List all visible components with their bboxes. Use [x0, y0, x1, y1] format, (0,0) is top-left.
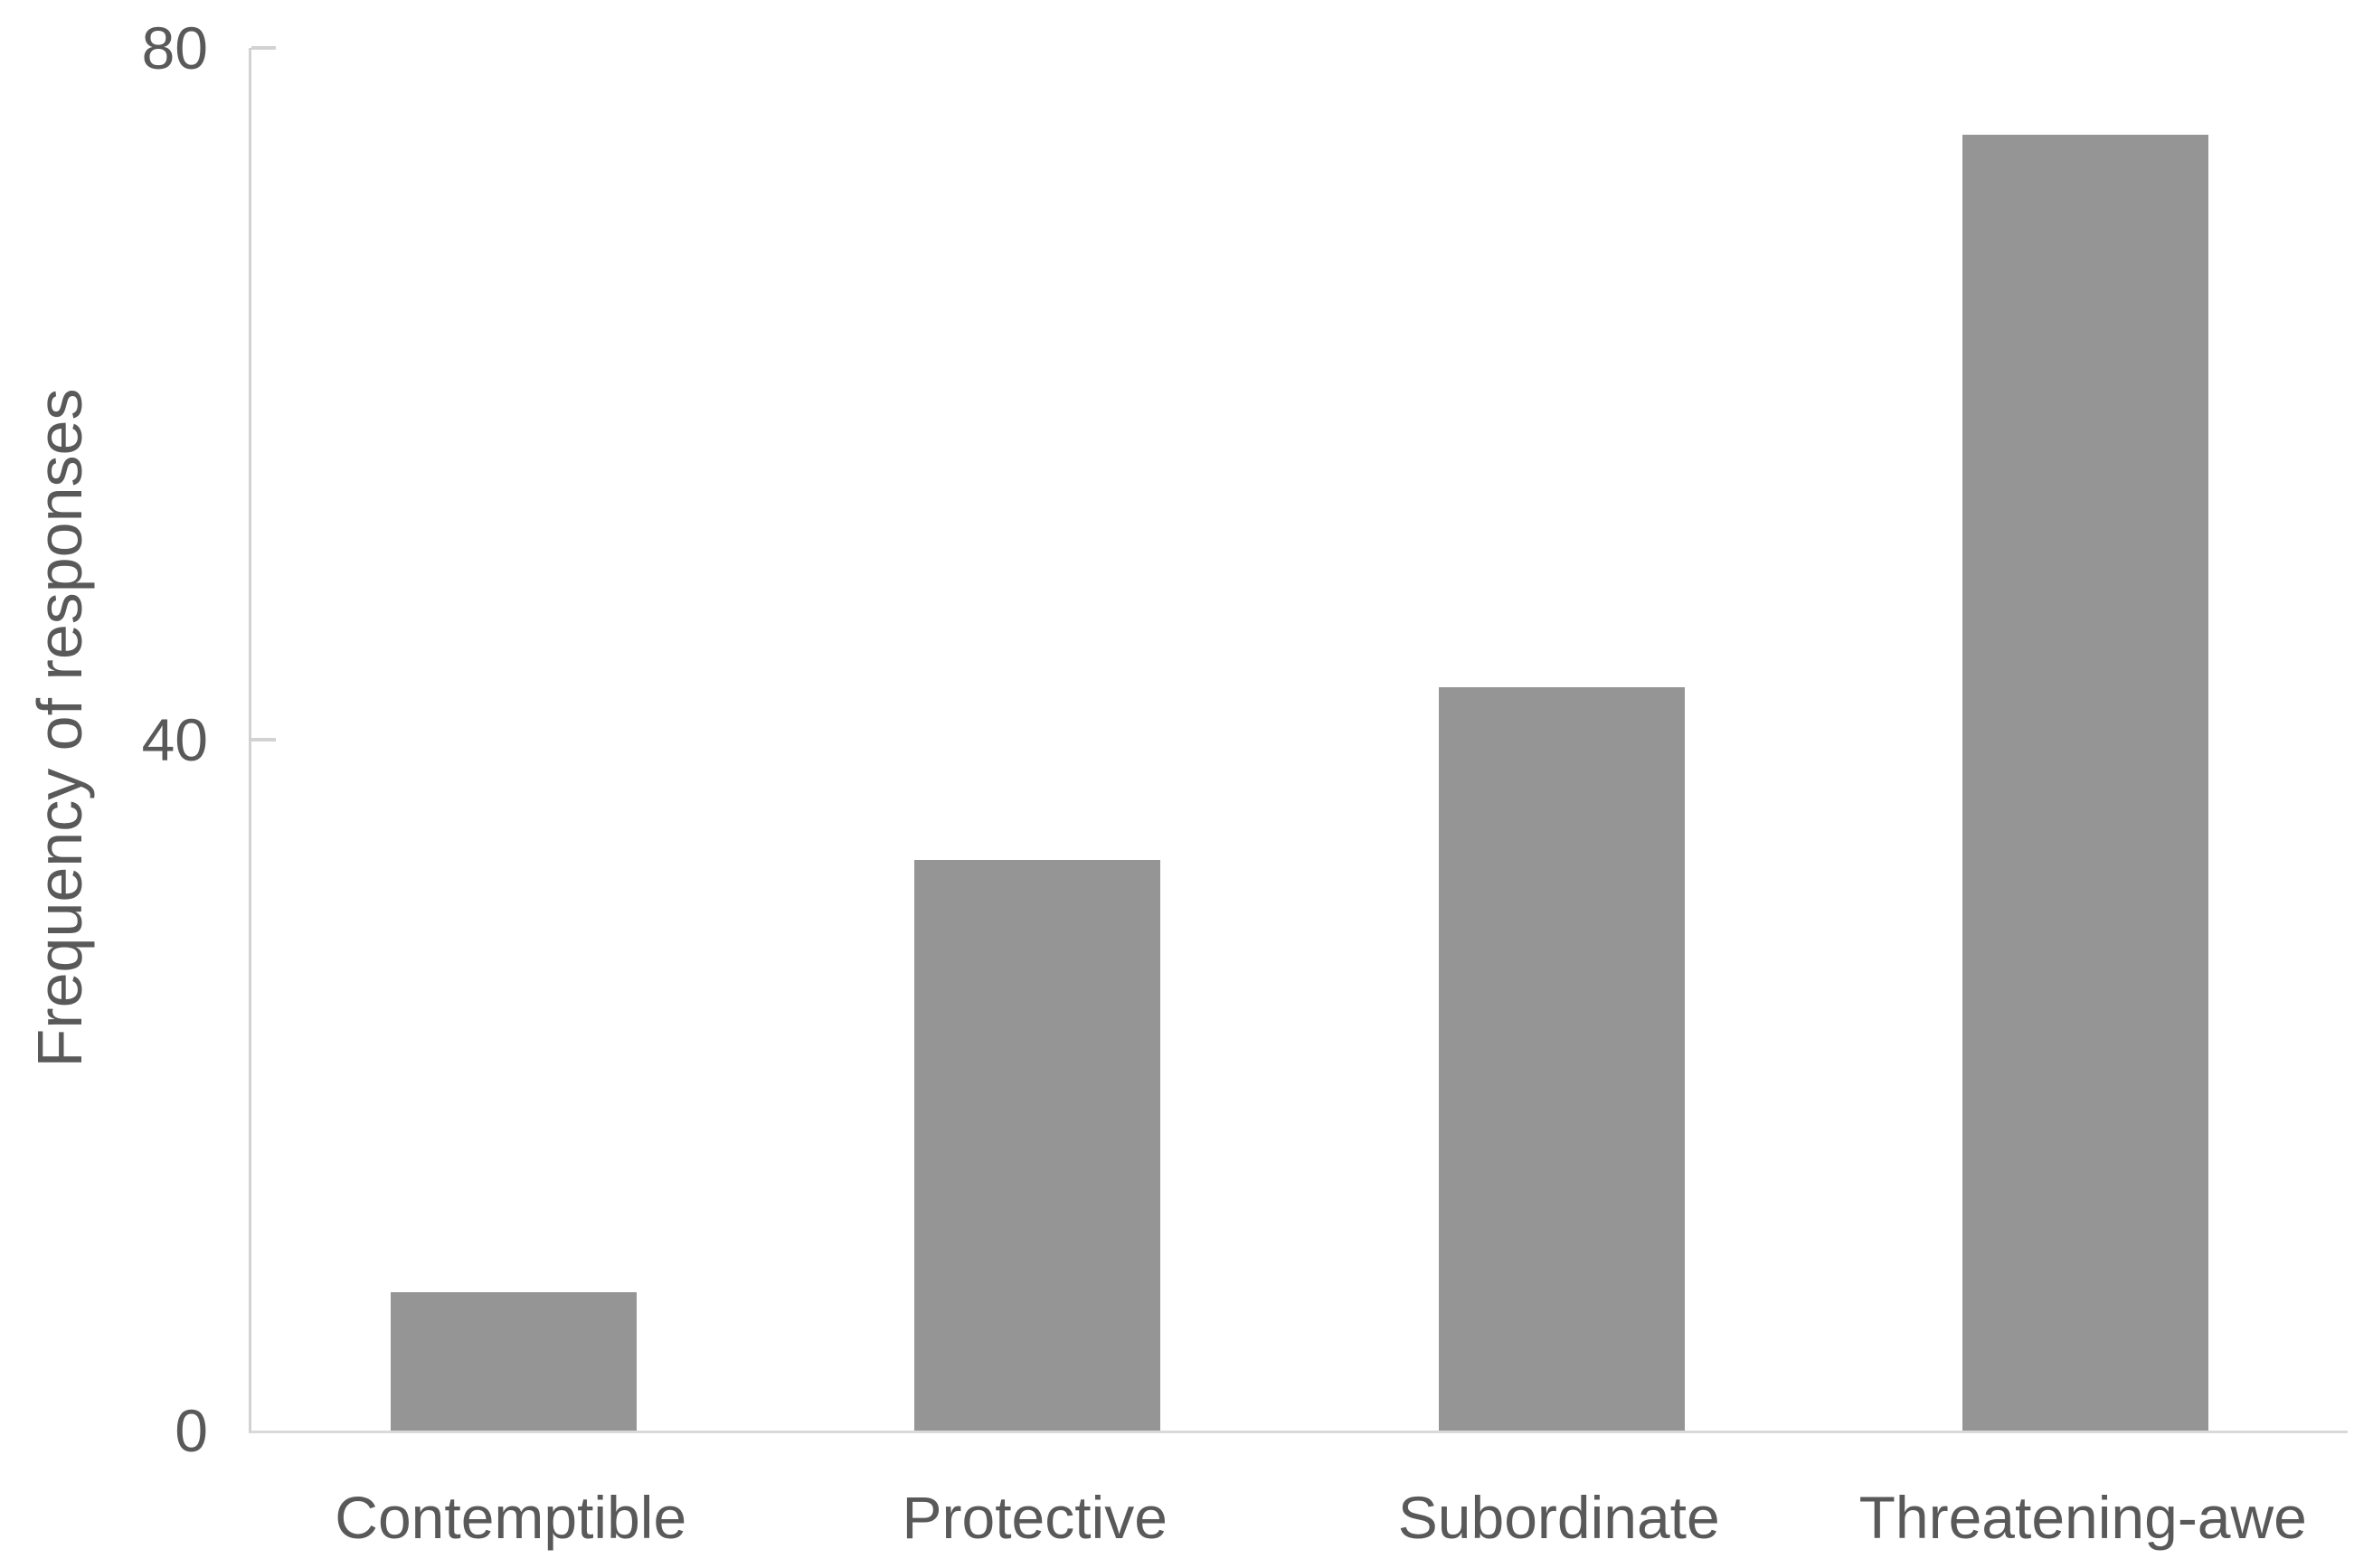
bar-protective — [914, 860, 1161, 1431]
bar-subordinate — [1438, 687, 1685, 1431]
y-axis-tick-labels: 0 40 80 — [0, 18, 208, 1460]
bars-row — [251, 48, 2348, 1431]
x-tick-label: Contemptible — [335, 1484, 687, 1551]
x-tick-label: Subordinate — [1397, 1484, 1720, 1551]
bar-slot — [1300, 48, 1824, 1431]
y-tick-mark — [251, 46, 276, 50]
bar-contemptible — [390, 1292, 637, 1431]
x-tick-label: Protective — [902, 1484, 1168, 1551]
x-axis-tick-labels: Contemptible Protective Subordinate Threate… — [249, 1483, 2345, 1552]
bar-slot — [776, 48, 1300, 1431]
plot-area — [249, 46, 2348, 1433]
bar-threatening-awe — [1962, 134, 2209, 1431]
y-tick-label: 80 — [141, 14, 208, 81]
y-tick-label: 40 — [141, 705, 208, 773]
y-tick-mark — [251, 737, 276, 741]
bar-slot — [251, 48, 776, 1431]
bar-slot — [1824, 48, 2349, 1431]
y-tick-label: 0 — [175, 1397, 208, 1464]
x-tick-label: Threatening-awe — [1858, 1484, 2307, 1551]
